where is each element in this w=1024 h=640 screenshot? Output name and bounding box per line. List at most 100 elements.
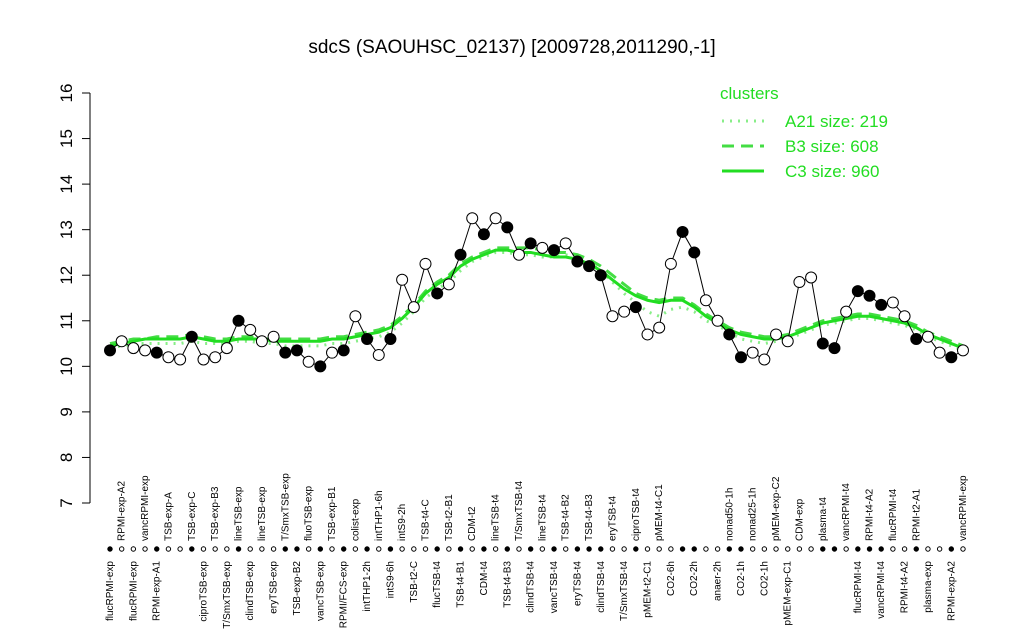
rug-dot [189, 546, 195, 552]
x-tick-label: lineTSB-exp [234, 486, 245, 541]
x-tick-label: eryTSB-t4 [607, 496, 618, 541]
x-tick-label: lineTSB-exp [257, 486, 268, 541]
x-tick-label: flucRPMI-t4 [853, 561, 864, 614]
x-tick-label: fluoTSB-exp [304, 486, 315, 541]
point [618, 305, 631, 318]
point [910, 333, 923, 345]
point [606, 310, 619, 323]
point [536, 241, 549, 254]
rug-dot [598, 546, 604, 552]
x-tick-label: vancRPMI-exp [958, 475, 969, 541]
point [139, 344, 152, 357]
point [512, 248, 525, 261]
rug-dot [726, 546, 733, 552]
point [945, 351, 958, 364]
x-tick-label: ciproTSB-exp [198, 561, 209, 622]
rug-dot [387, 546, 394, 552]
legend-title: clusters [720, 84, 779, 103]
rug-dot [749, 546, 756, 552]
rug-dot [118, 546, 125, 552]
x-tick-label: flucRPMI-t4 [888, 488, 899, 541]
rug-dot [820, 546, 826, 552]
rug-dot [516, 546, 522, 552]
rug-dot [773, 546, 779, 552]
x-tick-label: intTHP1-2h [362, 561, 373, 612]
rug-dot [527, 546, 534, 552]
x-tick-label: vancRPMI-exp [140, 475, 151, 541]
cluster-line [109, 250, 964, 352]
rug-dot [948, 546, 955, 552]
point [326, 346, 339, 359]
point [466, 212, 479, 225]
x-tick-label: CO2-2h [689, 561, 700, 596]
y-tick-label: 10 [57, 357, 76, 376]
legend-label: C3 size: 960 [785, 162, 880, 181]
x-tick-label: TSB-exp-C [187, 492, 198, 541]
point [220, 342, 233, 355]
rug-dot [317, 546, 324, 552]
point [162, 351, 175, 364]
x-tick-label: RPMI-exp-A2 [946, 561, 957, 621]
point [442, 278, 455, 291]
x-tick-label: vancRPMI-t4 [841, 483, 852, 541]
point [653, 321, 666, 334]
rug-dot [761, 546, 768, 552]
point [244, 323, 257, 336]
rug-dot [352, 546, 359, 552]
x-tick-label: RPMI-t2-A1 [911, 488, 922, 541]
rug-dot [434, 546, 440, 552]
y-tick-label: 7 [57, 498, 76, 507]
point [957, 344, 969, 357]
point [840, 305, 853, 318]
point [489, 212, 502, 225]
rug-dot [644, 546, 651, 552]
point [594, 269, 607, 282]
x-tick-label: colist-exp [350, 498, 361, 541]
rug-dot [563, 546, 569, 552]
rug-dot [422, 546, 429, 552]
point [816, 337, 829, 350]
rug-dot [376, 546, 382, 552]
x-tick-label: anaer-2h [713, 561, 724, 601]
x-tick-label: lineTSB-t4 [491, 494, 502, 541]
point [921, 330, 934, 343]
point [361, 333, 374, 345]
x-tick-label: ciproTSB-t4 [631, 488, 642, 541]
rug-dot [446, 546, 452, 552]
rug-dot [621, 546, 627, 552]
x-tick-label: T/SmxTSB-exp [280, 473, 291, 541]
rug-dot [901, 546, 908, 552]
point [641, 328, 654, 341]
x-tick-label: TSB-t4-B3 [502, 561, 513, 608]
rug-dot [177, 546, 183, 552]
point [723, 328, 736, 341]
rug-dot [691, 546, 697, 552]
x-tick-label: CO2-1h [736, 561, 747, 596]
point [232, 314, 245, 327]
x-tick-label: T/SmxTSB-t4 [514, 481, 525, 541]
x-tick-label: TSB-t4-B3 [584, 494, 595, 541]
point [150, 346, 163, 359]
point [770, 328, 783, 341]
point [524, 237, 537, 250]
x-tick-label: vancRPMI-t4 [876, 561, 887, 619]
rug-dot [270, 546, 277, 552]
x-tick-label: TSB-t4-C [420, 499, 431, 541]
point [781, 335, 794, 348]
point [349, 310, 362, 323]
rug-dot [609, 546, 616, 552]
rug-dot [399, 546, 405, 552]
point [454, 248, 467, 261]
chart-title: sdcS (SAOUHSC_02137) [2009728,2011290,-1… [308, 37, 715, 58]
x-tick-label: TSB-exp-B1 [327, 486, 338, 541]
point [571, 255, 584, 268]
point [805, 271, 818, 284]
x-tick-label: TSB-exp-B3 [210, 486, 221, 541]
x-tick-label: CDM-t4 [479, 561, 490, 596]
point [185, 330, 198, 343]
y-tick-label: 15 [57, 129, 76, 148]
rug-dot [714, 546, 721, 552]
point [501, 221, 514, 234]
point [734, 351, 747, 364]
